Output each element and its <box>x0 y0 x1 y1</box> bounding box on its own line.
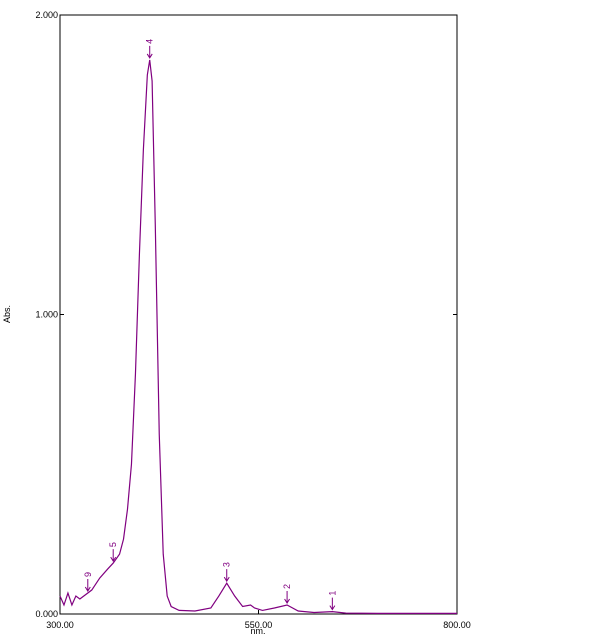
peak-arrow <box>146 45 153 59</box>
x-tick-label: 300.00 <box>46 620 74 630</box>
peak-label: 9 <box>83 572 93 577</box>
peak-label: 5 <box>108 542 118 547</box>
y-tick-label: 2.000 <box>35 10 58 20</box>
peak-arrow <box>329 597 336 611</box>
x-tick-label: 800.00 <box>443 620 471 630</box>
peak-arrow <box>223 569 230 583</box>
y-tick-label: 0.000 <box>35 609 58 619</box>
plot-frame <box>59 14 458 615</box>
peak-label: 3 <box>222 562 232 567</box>
spectrum-line <box>59 59 457 614</box>
peak-arrow <box>284 591 291 604</box>
x-tick-label: 550.00 <box>245 620 273 630</box>
peak-label: 2 <box>282 584 292 589</box>
peak-label: 4 <box>145 39 155 44</box>
peak-arrow <box>110 549 117 563</box>
x-axis-label: nm. <box>250 626 265 636</box>
peak-arrow <box>84 579 91 592</box>
peak-label: 1 <box>327 591 337 596</box>
y-axis-label: Abs. <box>2 305 12 323</box>
y-tick-label: 1.000 <box>35 310 58 320</box>
